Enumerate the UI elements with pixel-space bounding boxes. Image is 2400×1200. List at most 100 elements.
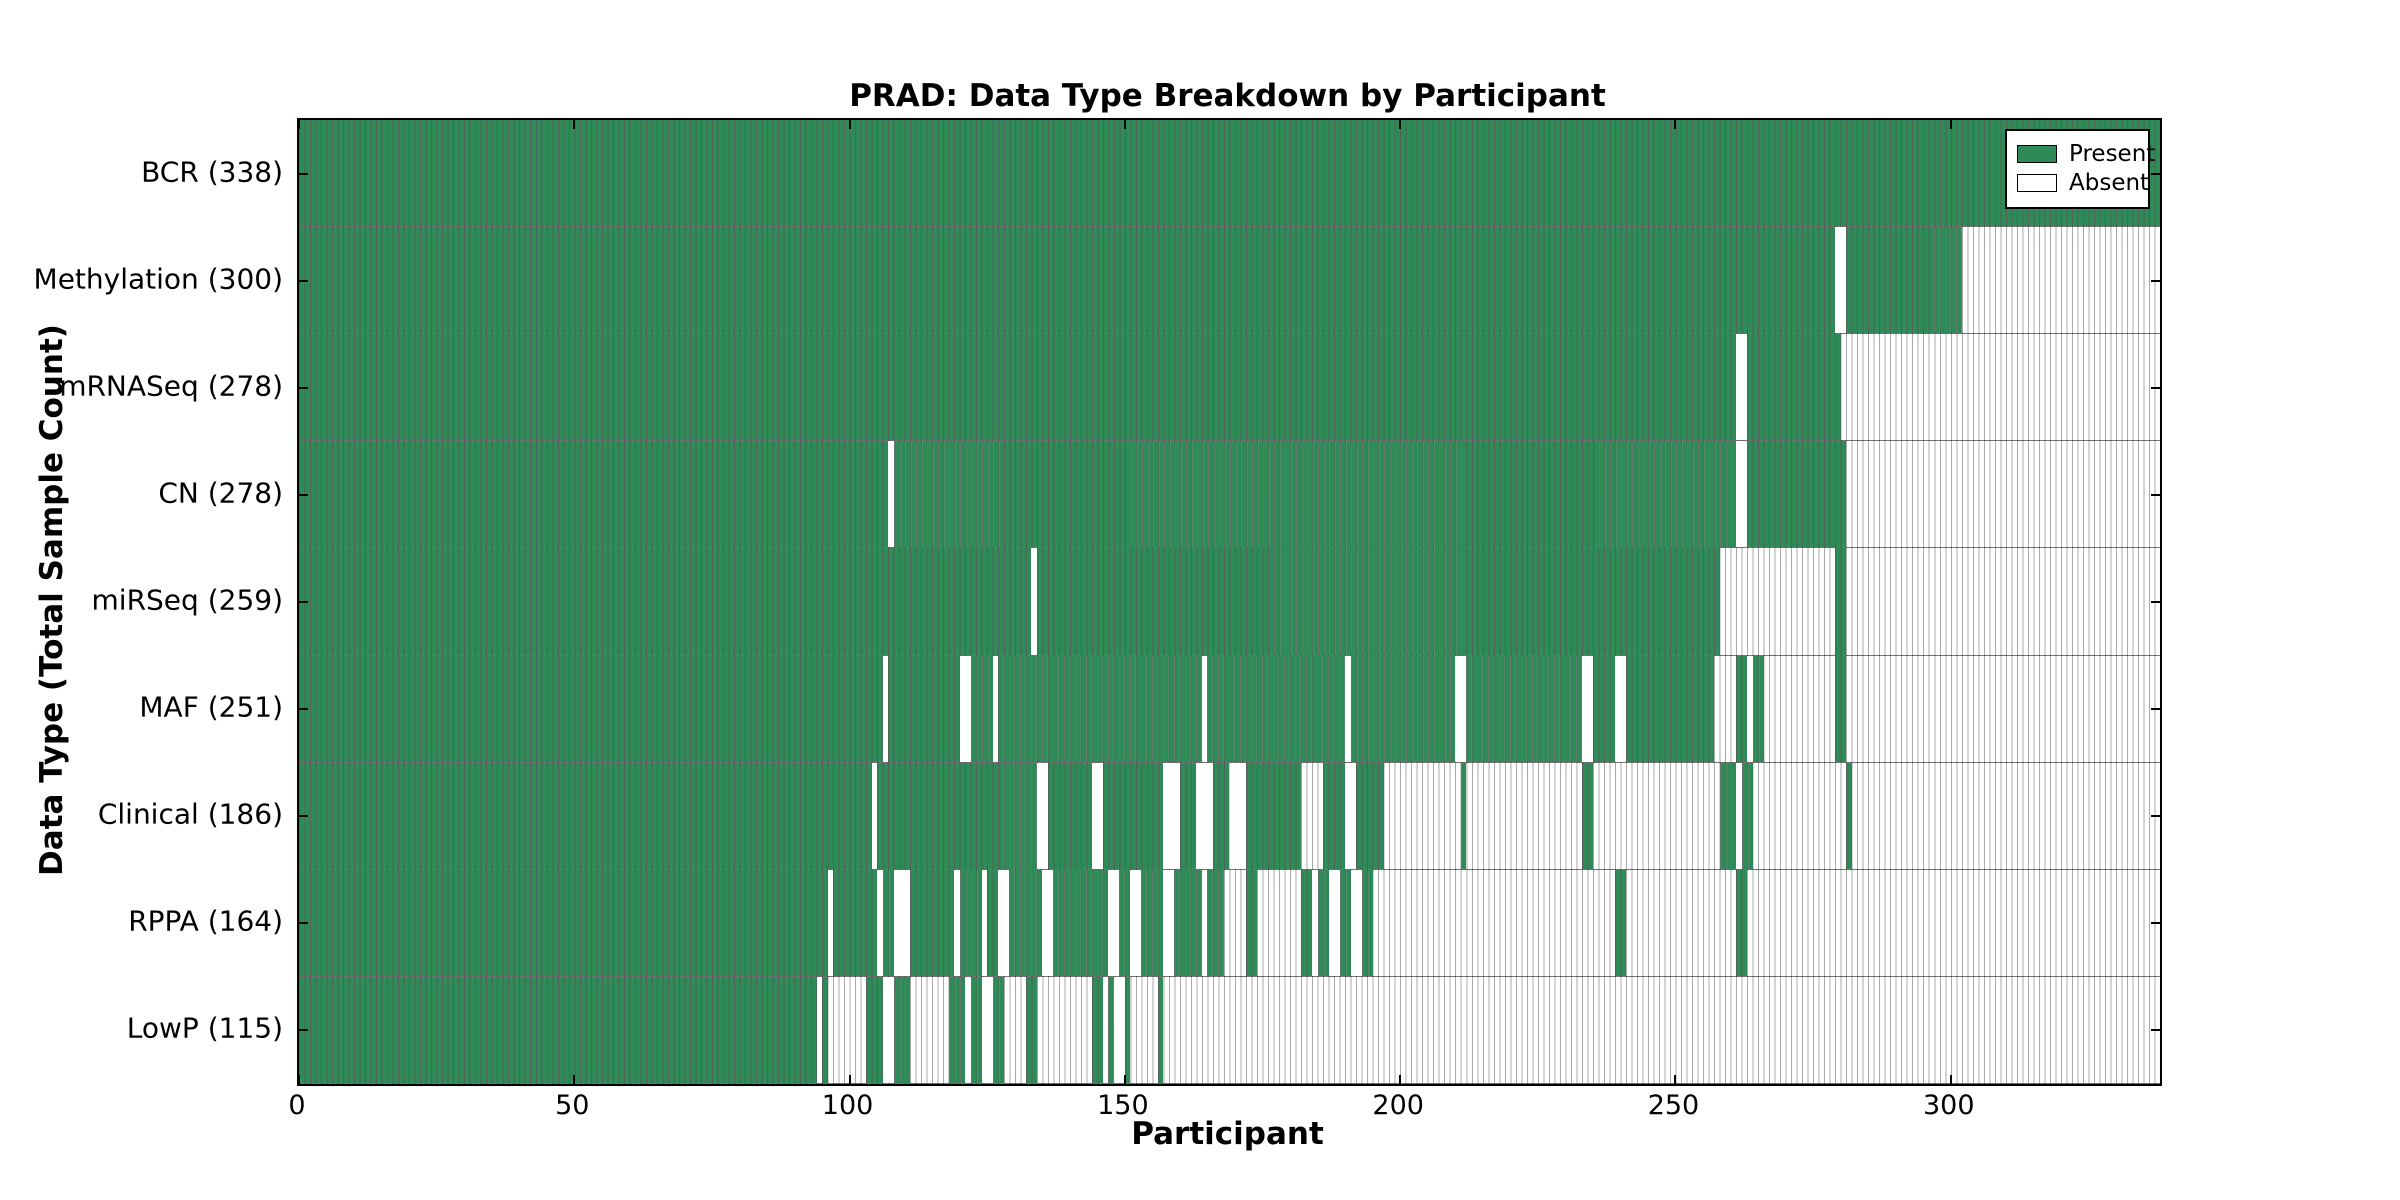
x-tick-label: 100 <box>821 1090 874 1121</box>
absent-gap <box>981 869 988 976</box>
legend-entry-absent: Absent <box>2017 170 2149 196</box>
present-segment <box>1719 762 1737 869</box>
present-segment <box>1025 976 1037 1083</box>
x-tick-mark <box>1949 1075 1952 1084</box>
present-segment <box>992 976 1004 1083</box>
absent-gap <box>1163 869 1175 976</box>
x-tick-mark <box>1949 120 1952 129</box>
present-segment <box>1124 976 1131 1083</box>
row-label-maf: MAF (251) <box>139 690 283 724</box>
absent-gap <box>1736 762 1742 869</box>
present-segment <box>1835 548 1847 655</box>
present-segment <box>893 441 1737 548</box>
y-tick-mark <box>2151 601 2160 603</box>
present-segment <box>987 869 999 976</box>
heatmap-row-clinical <box>299 762 2160 870</box>
y-tick-mark <box>2151 708 2160 711</box>
heatmap-row-rppa <box>299 869 2160 977</box>
absent-gap <box>1108 869 1120 976</box>
absent-gap <box>1350 869 1362 976</box>
absent-gap <box>981 976 993 1083</box>
present-segment <box>893 976 911 1083</box>
row-label-lowp: LowP (115) <box>126 1011 283 1045</box>
absent-gap <box>1201 869 1208 976</box>
x-tick-mark <box>1399 120 1402 129</box>
present-segment <box>1157 976 1164 1083</box>
absent-gap <box>1614 655 1626 762</box>
absent-gap <box>877 869 883 976</box>
present-segment <box>1053 869 1109 976</box>
present-segment <box>299 227 1836 334</box>
y-tick-mark <box>2151 279 2160 282</box>
absent-gap <box>1031 548 1037 655</box>
present-segment <box>1846 762 1852 869</box>
heatmap-row-cn <box>299 441 2160 549</box>
x-tick-mark <box>848 1075 851 1084</box>
present-segment <box>1246 869 1258 976</box>
present-segment <box>1301 869 1313 976</box>
absent-gap <box>882 655 889 762</box>
present-segment <box>1047 762 1092 869</box>
absent-gap <box>1196 762 1213 869</box>
x-tick-label: 300 <box>1922 1090 1975 1121</box>
present-segment <box>822 976 828 1083</box>
present-segment <box>1179 762 1197 869</box>
present-segment <box>877 762 1037 869</box>
absent-gap <box>965 976 971 1083</box>
present-segment <box>1350 655 1456 762</box>
x-tick-mark <box>1123 120 1126 129</box>
present-segment <box>1614 869 1626 976</box>
present-segment <box>299 120 2160 227</box>
absent-gap <box>1229 762 1247 869</box>
x-tick-mark <box>573 1075 576 1084</box>
absent-gap <box>1747 655 1753 762</box>
x-tick-label: 50 <box>555 1090 590 1121</box>
present-segment <box>1581 762 1593 869</box>
present-segment <box>299 334 1737 441</box>
present-segment <box>1141 869 1164 976</box>
absent-gap <box>1455 655 1467 762</box>
present-segment <box>299 976 817 1083</box>
present-segment <box>1212 762 1230 869</box>
present-segment <box>866 976 883 1083</box>
x-tick-label: 150 <box>1097 1090 1149 1121</box>
absent-gap <box>1091 762 1103 869</box>
absent-gap <box>888 441 894 548</box>
x-tick-mark <box>1674 1075 1677 1084</box>
absent-gap <box>1036 762 1048 869</box>
present-segment <box>1207 869 1224 976</box>
y-tick-mark <box>2151 172 2160 175</box>
absent-gap <box>871 762 878 869</box>
x-tick-mark <box>848 120 851 129</box>
heatmap-row-bcr <box>299 120 2160 228</box>
absent-gap <box>1835 227 1847 334</box>
present-segment <box>1091 976 1103 1083</box>
absent-gap <box>1581 655 1593 762</box>
present-segment <box>910 869 955 976</box>
present-segment <box>1835 655 1847 762</box>
present-segment <box>1207 655 1346 762</box>
absent-gap <box>882 976 894 1083</box>
y-tick-mark <box>299 1029 308 1032</box>
present-segment <box>1592 655 1615 762</box>
absent-gap <box>893 869 911 976</box>
present-segment <box>299 762 872 869</box>
y-tick-mark <box>2151 815 2160 818</box>
absent-gap <box>827 869 834 976</box>
present-segment <box>1323 762 1346 869</box>
absent-gap <box>1345 655 1351 762</box>
absent-gap <box>1328 869 1340 976</box>
present-segment <box>299 655 883 762</box>
absent-gap <box>1736 441 1748 548</box>
present-segment <box>299 869 828 976</box>
absent-gap <box>1312 869 1318 976</box>
y-tick-mark <box>299 815 308 818</box>
y-tick-mark <box>2151 493 2160 496</box>
x-tick-mark <box>1399 1075 1402 1084</box>
present-segment <box>970 655 993 762</box>
present-segment <box>888 655 960 762</box>
y-tick-mark <box>299 172 308 175</box>
present-segment <box>1736 869 1748 976</box>
present-segment <box>1009 869 1043 976</box>
